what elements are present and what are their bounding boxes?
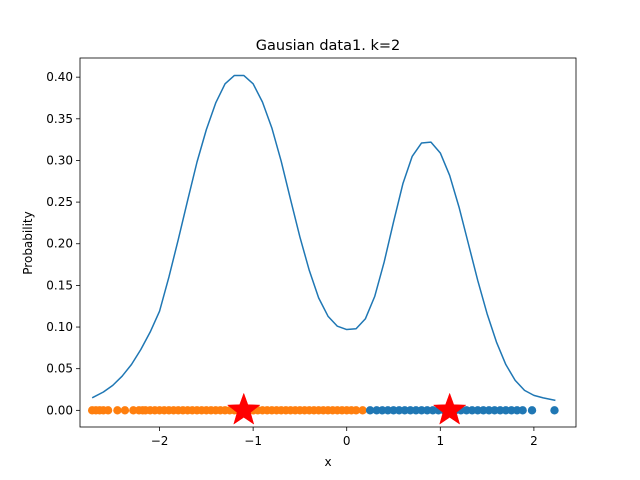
scatter-point (113, 406, 122, 415)
y-tick-label: 0.20 (46, 237, 73, 251)
x-axis: −2 −1 0 1 2 (151, 427, 538, 448)
x-tick-label: 0 (343, 434, 351, 448)
chart-title: Gausian data1. k=2 (256, 38, 400, 54)
y-tick-label: 0.30 (46, 153, 73, 167)
x-axis-label: x (324, 455, 331, 469)
scatter-point (120, 406, 130, 415)
y-tick-label: 0.15 (46, 278, 73, 292)
density-curve (91, 74, 556, 402)
scatter-point (358, 406, 367, 415)
series-layer (87, 74, 559, 425)
y-axis: 0.00 0.05 0.10 0.15 0.20 0.25 0.30 0.35 0.40 (46, 70, 80, 417)
centroid-star (226, 392, 261, 425)
y-axis-label: Probability (21, 211, 35, 274)
y-tick-label: 0.10 (46, 320, 73, 334)
scatter-point (518, 406, 527, 415)
x-tick-label: −2 (151, 434, 169, 448)
x-tick-label: −1 (244, 434, 262, 448)
y-tick-label: 0.40 (46, 70, 73, 84)
scatter-point (527, 406, 537, 415)
plot-area (80, 58, 576, 427)
scatter-point (365, 406, 375, 415)
scatter-point (351, 406, 361, 415)
y-tick-label: 0.00 (46, 403, 73, 417)
plot-frame (79, 57, 577, 428)
y-tick-label: 0.35 (46, 112, 73, 126)
centroid-star (432, 392, 467, 425)
scatter-point (103, 406, 113, 415)
y-tick-label: 0.05 (46, 362, 73, 376)
y-tick-label: 0.25 (46, 195, 73, 209)
x-tick-label: 1 (436, 434, 444, 448)
x-tick-label: 2 (530, 434, 538, 448)
scatter-point (550, 406, 559, 415)
